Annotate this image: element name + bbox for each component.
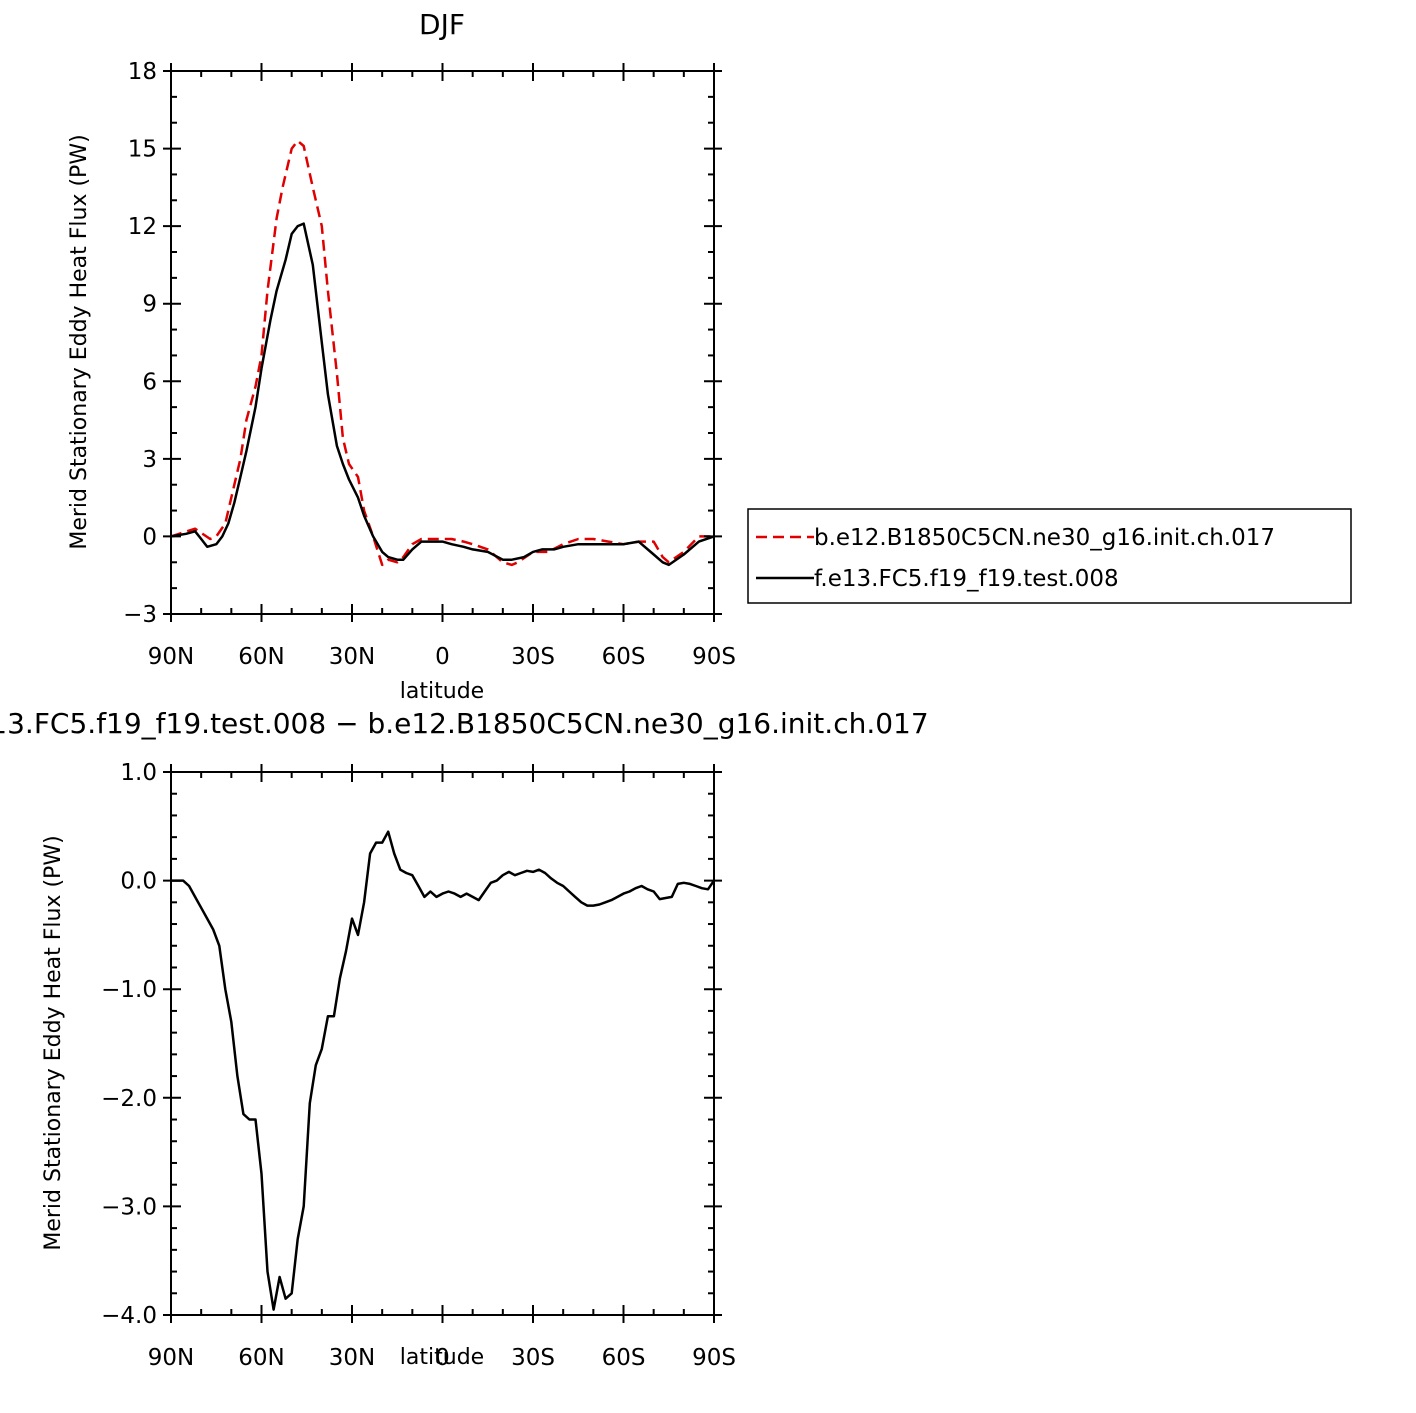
top-x-tick-label: 90S — [692, 644, 736, 670]
bottom-y-tick-labels: −4.0 −3.0 −2.0 −1.0 0.0 1.0 — [101, 760, 157, 1329]
top-x-tick-label: 0 — [435, 644, 450, 670]
bottom-x-tick-label: 60N — [238, 1345, 284, 1371]
top-x-axis-label: latitude — [400, 679, 484, 704]
bottom-x-tick-labels: 90N 60N 30N 0 30S 60S 90S — [148, 1345, 736, 1371]
bottom-x-tick-label: 30N — [329, 1345, 375, 1371]
top-x-tick-label: 30N — [329, 644, 375, 670]
bottom-y-tick-label: 0.0 — [120, 869, 157, 895]
top-x-tick-label: 90N — [148, 644, 194, 670]
top-y-tick-label: −3 — [123, 602, 157, 628]
legend-box — [747, 508, 1352, 604]
bottom-panel: f.e13.FC5.f19_f19.test.008 − b.e12.B1850… — [0, 707, 929, 1371]
bottom-y-tick-label: 1.0 — [120, 760, 157, 786]
top-y-tick-label: 15 — [128, 137, 157, 163]
bottom-x-tick-label: 90S — [692, 1345, 736, 1371]
top-y-tick-label: 3 — [142, 447, 157, 473]
bottom-series-line-1 — [171, 830, 714, 1311]
legend-label-2: f.e13.FC5.f19_f19.test.008 — [814, 566, 1119, 592]
top-panel: DJF −3 0 3 6 9 12 15 18 90N 60N 30N 0 30S 60S 90S lat… — [67, 8, 736, 704]
top-y-tick-label: 0 — [142, 524, 157, 550]
top-x-tick-label: 60S — [602, 644, 646, 670]
legend-label-1: b.e12.B1850C5CN.ne30_g16.init.ch.017 — [814, 525, 1275, 551]
top-y-tick-label: 9 — [142, 292, 157, 318]
top-y-tick-label: 6 — [142, 369, 157, 395]
top-ticks — [163, 63, 722, 622]
bottom-chart-title: f.e13.FC5.f19_f19.test.008 − b.e12.B1850… — [0, 707, 929, 740]
top-x-tick-label: 30S — [511, 644, 555, 670]
top-chart-title: DJF — [419, 8, 465, 41]
legend: b.e12.B1850C5CN.ne30_g16.init.ch.017 f.e… — [747, 508, 1352, 604]
bottom-y-tick-label: −1.0 — [101, 977, 157, 1003]
top-x-tick-labels: 90N 60N 30N 0 30S 60S 90S — [148, 644, 736, 670]
bottom-y-tick-label: −4.0 — [101, 1303, 157, 1329]
bottom-y-tick-label: −3.0 — [101, 1194, 157, 1220]
top-y-tick-labels: −3 0 3 6 9 12 15 18 — [123, 59, 157, 628]
bottom-x-tick-label: 90N — [148, 1345, 194, 1371]
top-series-line-2 — [171, 222, 714, 567]
bottom-x-axis-label: latitude — [400, 1345, 484, 1370]
bottom-y-tick-label: −2.0 — [101, 1086, 157, 1112]
top-x-tick-label: 60N — [238, 644, 284, 670]
bottom-plot-area — [171, 830, 714, 1311]
top-y-tick-label: 18 — [128, 59, 157, 85]
bottom-x-tick-label: 0 — [435, 1345, 450, 1371]
bottom-ticks — [163, 764, 722, 1323]
top-y-axis-label: Merid Stationary Eddy Heat Flux (PW) — [67, 134, 92, 549]
bottom-x-tick-label: 30S — [511, 1345, 555, 1371]
bottom-y-axis-label: Merid Stationary Eddy Heat Flux (PW) — [41, 835, 66, 1250]
bottom-x-tick-label: 60S — [602, 1345, 646, 1371]
top-plot-frame — [170, 70, 715, 615]
bottom-plot-frame — [170, 771, 715, 1316]
top-y-tick-label: 12 — [128, 214, 157, 240]
top-series-line-1 — [171, 139, 714, 567]
top-plot-area — [171, 139, 714, 567]
